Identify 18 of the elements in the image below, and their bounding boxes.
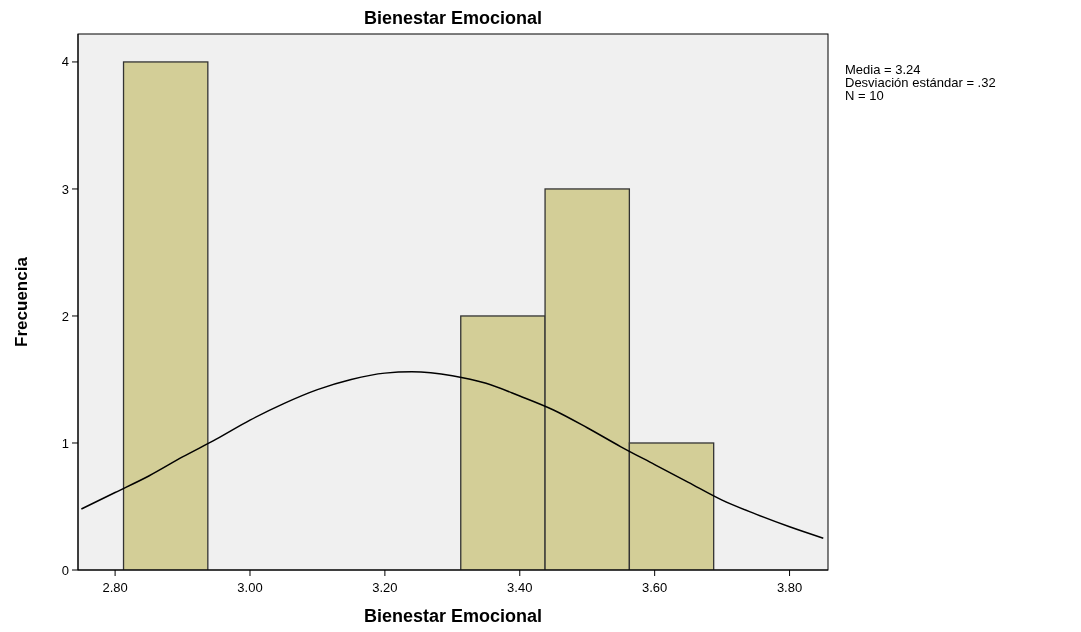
x-tick-label: 3.40 [507, 580, 533, 595]
text: N = 10 [845, 88, 884, 103]
x-tick-label: 3.00 [237, 580, 263, 595]
y-tick-label: 0 [61, 562, 69, 578]
text: Media = 3.24 [845, 62, 921, 77]
x-tick-label: 3.60 [642, 580, 668, 595]
y-tick-label: 3 [61, 181, 69, 197]
x-tick-label: 3.20 [372, 580, 398, 595]
chart-title: Bienestar Emocional [363, 8, 543, 28]
y-tick-label: 1 [61, 435, 69, 451]
y-tick-label: 4 [61, 54, 69, 70]
x-tick-label: 2.80 [102, 580, 128, 595]
line-series [80, 371, 825, 539]
text: Desviación estándar = .32 [845, 75, 996, 90]
y-tick-label: 2 [61, 308, 69, 324]
x-tick-label: 3.80 [776, 580, 803, 595]
y-axis-title: Frecuencia [12, 256, 31, 347]
x-axis-title: Bienestar Emocional [363, 606, 543, 626]
